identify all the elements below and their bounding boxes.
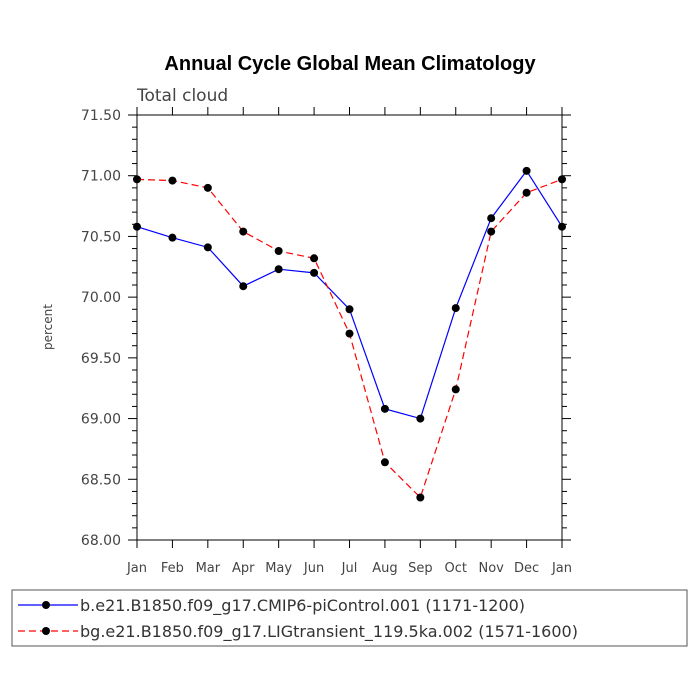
x-tick-label: May <box>265 561 292 576</box>
data-point <box>416 493 425 502</box>
data-point <box>416 414 425 423</box>
y-tick-label: 71.50 <box>81 108 121 124</box>
legend-label: b.e21.B1850.f09_g17.CMIP6-piControl.001 … <box>80 596 525 616</box>
data-point <box>239 282 248 291</box>
x-tick-label: Sep <box>408 561 433 576</box>
data-point <box>380 404 389 413</box>
data-point <box>310 254 319 263</box>
y-tick-label: 68.50 <box>81 472 121 488</box>
y-tick-label: 69.00 <box>81 412 121 428</box>
legend-swatch-marker <box>42 601 50 609</box>
data-point <box>558 175 566 184</box>
chart-subtitle: Total cloud <box>136 86 228 106</box>
data-point <box>203 183 212 192</box>
data-point <box>168 176 177 185</box>
data-point <box>451 304 460 313</box>
series-layer <box>133 166 566 502</box>
data-point <box>345 329 354 338</box>
legend-label: bg.e21.B1850.f09_g17.LIGtransient_119.5k… <box>80 622 578 642</box>
x-tick-label: Jul <box>341 561 358 576</box>
y-tick-label: 70.00 <box>81 290 121 306</box>
data-point <box>274 247 283 255</box>
chart-title: Annual Cycle Global Mean Climatology <box>164 53 536 75</box>
series-line-1 <box>136 169 563 420</box>
x-tick-label: Aug <box>372 561 397 576</box>
data-point <box>239 227 248 236</box>
axes: 68.00 68.50 69.00 69.50 70.00 70.50 71.00 71.50… <box>81 107 572 576</box>
series-line-2 <box>136 178 563 499</box>
x-tick-label: Oct <box>445 561 467 576</box>
x-tick-label: Apr <box>232 561 255 576</box>
data-point <box>274 265 283 274</box>
data-point <box>451 385 460 394</box>
x-tick-label: Mar <box>196 561 221 576</box>
data-point <box>133 175 141 184</box>
y-tick-label: 69.50 <box>81 351 121 367</box>
y-tick-label: 70.50 <box>81 229 121 245</box>
y-tick-label: 68.00 <box>81 533 121 549</box>
data-point <box>203 243 212 252</box>
x-tick-label: Jan <box>551 561 572 576</box>
data-point <box>487 214 496 223</box>
data-point <box>380 458 389 467</box>
x-tick-label: Jan <box>126 561 147 576</box>
data-point <box>168 233 177 242</box>
legend-box <box>11 589 688 647</box>
x-tick-label: Jun <box>303 561 324 576</box>
y-axis-label: percent <box>41 304 55 350</box>
data-point <box>522 166 531 175</box>
data-point <box>487 227 496 236</box>
data-point <box>522 188 531 197</box>
plot-frame <box>136 114 563 541</box>
data-point <box>345 305 354 314</box>
x-tick-label: Dec <box>514 561 539 576</box>
x-tick-label: Feb <box>161 561 184 576</box>
x-tick-label: Nov <box>478 561 504 576</box>
legend-swatch-marker <box>42 627 50 635</box>
data-point <box>310 268 319 277</box>
data-point <box>558 222 566 231</box>
y-tick-label: 71.00 <box>81 169 121 185</box>
legend: b.e21.B1850.f09_g17.CMIP6-piControl.001 … <box>11 589 688 647</box>
data-point <box>133 222 141 231</box>
